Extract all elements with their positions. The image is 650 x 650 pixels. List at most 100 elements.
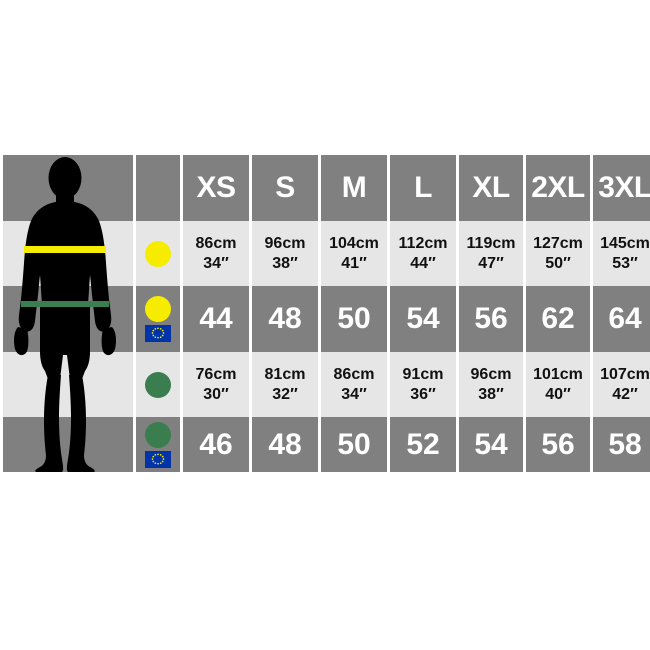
icon-cell-waist-eu bbox=[136, 417, 180, 472]
value-cm: 76cm bbox=[195, 365, 237, 383]
value-cm: 145cm bbox=[600, 234, 650, 252]
cell-chest-eu-xs: 44 bbox=[183, 286, 249, 352]
header-size-3xl: 3XL bbox=[593, 155, 650, 221]
value-cm: 96cm bbox=[264, 234, 306, 252]
eu-size-value: 62 bbox=[541, 302, 575, 335]
measurement-value: 96cm 38″ bbox=[459, 365, 523, 405]
value-cm: 86cm bbox=[333, 365, 375, 383]
header-size-l: L bbox=[390, 155, 456, 221]
value-inch: 34″ bbox=[341, 385, 367, 403]
value-inch: 38″ bbox=[272, 254, 298, 272]
cell-waist-eu-s: 48 bbox=[252, 417, 318, 472]
figure-cell-waist-cm bbox=[3, 352, 133, 417]
cell-chest-eu-l: 54 bbox=[390, 286, 456, 352]
figure-cell-chest-eu bbox=[3, 286, 133, 352]
cell-waist-cm-xs: 76cm 30″ bbox=[183, 352, 249, 417]
header-size-2xl: 2XL bbox=[526, 155, 590, 221]
size-label: 2XL bbox=[531, 171, 585, 204]
cell-chest-cm-3xl: 145cm 53″ bbox=[593, 221, 650, 286]
value-inch: 44″ bbox=[410, 254, 436, 272]
measurement-value: 91cm 36″ bbox=[390, 365, 456, 405]
cell-chest-eu-s: 48 bbox=[252, 286, 318, 352]
icon-cell-waist-cm bbox=[136, 352, 180, 417]
eu-size-value: 64 bbox=[608, 302, 642, 335]
size-label: L bbox=[414, 171, 432, 204]
measurement-value: 127cm 50″ bbox=[526, 234, 590, 274]
value-cm: 91cm bbox=[402, 365, 444, 383]
measurement-value: 96cm 38″ bbox=[252, 234, 318, 274]
eu-size-value: 50 bbox=[337, 427, 371, 461]
value-inch: 30″ bbox=[203, 385, 229, 403]
cell-waist-cm-2xl: 101cm 40″ bbox=[526, 352, 590, 417]
size-label: S bbox=[275, 171, 295, 204]
cell-chest-eu-2xl: 62 bbox=[526, 286, 590, 352]
cell-waist-cm-s: 81cm 32″ bbox=[252, 352, 318, 417]
table-row-waist-cm: 76cm 30″ 81cm 32″ 86cm 34″ 91cm 36 bbox=[3, 352, 650, 417]
cell-waist-cm-xl: 96cm 38″ bbox=[459, 352, 523, 417]
value-cm: 104cm bbox=[329, 234, 379, 252]
value-cm: 101cm bbox=[533, 365, 583, 383]
value-inch: 38″ bbox=[478, 385, 504, 403]
table-header-row: XS S M L XL 2XL 3XL bbox=[3, 155, 650, 221]
eu-size-value: 48 bbox=[268, 427, 302, 461]
value-inch: 42″ bbox=[612, 385, 638, 403]
eu-size-value: 50 bbox=[337, 302, 371, 335]
value-cm: 107cm bbox=[600, 365, 650, 383]
cell-chest-eu-m: 50 bbox=[321, 286, 387, 352]
eu-flag-icon bbox=[145, 325, 171, 342]
value-cm: 96cm bbox=[470, 365, 512, 383]
measurement-value: 81cm 32″ bbox=[252, 365, 318, 405]
green-circle-icon bbox=[145, 421, 171, 448]
cell-waist-eu-3xl: 58 bbox=[593, 417, 650, 472]
value-inch: 53″ bbox=[612, 254, 638, 272]
eu-flag-icon bbox=[145, 450, 171, 468]
cell-chest-cm-s: 96cm 38″ bbox=[252, 221, 318, 286]
eu-size-value: 48 bbox=[268, 302, 302, 335]
value-inch: 34″ bbox=[203, 254, 229, 272]
yellow-circle-icon bbox=[145, 240, 171, 267]
size-label: 3XL bbox=[598, 171, 650, 204]
value-cm: 81cm bbox=[264, 365, 306, 383]
value-cm: 112cm bbox=[398, 234, 448, 252]
measurement-value: 112cm 44″ bbox=[390, 234, 456, 274]
value-inch: 40″ bbox=[545, 385, 571, 403]
cell-waist-cm-l: 91cm 36″ bbox=[390, 352, 456, 417]
cell-chest-eu-xl: 56 bbox=[459, 286, 523, 352]
cell-chest-cm-2xl: 127cm 50″ bbox=[526, 221, 590, 286]
measurement-value: 86cm 34″ bbox=[321, 365, 387, 405]
cell-chest-cm-m: 104cm 41″ bbox=[321, 221, 387, 286]
header-size-m: M bbox=[321, 155, 387, 221]
eu-size-value: 52 bbox=[406, 427, 440, 461]
yellow-circle-icon bbox=[145, 296, 171, 322]
size-label: XS bbox=[196, 171, 236, 204]
table-row-waist-eu: 46 48 50 52 54 56 58 bbox=[3, 417, 650, 472]
size-chart-table: XS S M L XL 2XL 3XL bbox=[0, 155, 650, 472]
green-circle-icon bbox=[145, 371, 171, 398]
figure-cell-waist-eu bbox=[3, 417, 133, 472]
eu-size-value: 54 bbox=[406, 302, 440, 335]
size-chart: XS S M L XL 2XL 3XL bbox=[0, 155, 650, 472]
cell-chest-cm-xl: 119cm 47″ bbox=[459, 221, 523, 286]
header-size-s: S bbox=[252, 155, 318, 221]
measurement-value: 76cm 30″ bbox=[183, 365, 249, 405]
value-cm: 119cm bbox=[466, 234, 516, 252]
cell-waist-eu-xs: 46 bbox=[183, 417, 249, 472]
table-row-chest-cm: 86cm 34″ 96cm 38″ 104cm 41″ 112cm bbox=[3, 221, 650, 286]
cell-waist-eu-l: 52 bbox=[390, 417, 456, 472]
cell-waist-eu-m: 50 bbox=[321, 417, 387, 472]
eu-size-value: 54 bbox=[474, 427, 508, 461]
measurement-value: 86cm 34″ bbox=[183, 234, 249, 274]
figure-cell-header bbox=[3, 155, 133, 221]
value-inch: 47″ bbox=[478, 254, 504, 272]
eu-size-value: 44 bbox=[199, 302, 233, 335]
value-inch: 32″ bbox=[272, 385, 298, 403]
measurement-value: 119cm 47″ bbox=[459, 234, 523, 274]
cell-chest-cm-xs: 86cm 34″ bbox=[183, 221, 249, 286]
eu-size-value: 46 bbox=[199, 427, 233, 461]
cell-chest-cm-l: 112cm 44″ bbox=[390, 221, 456, 286]
eu-size-value: 56 bbox=[541, 427, 575, 461]
table-row-chest-eu: 44 48 50 54 56 62 64 bbox=[3, 286, 650, 352]
value-inch: 36″ bbox=[410, 385, 436, 403]
icon-cell-chest-cm bbox=[136, 221, 180, 286]
measurement-value: 107cm 42″ bbox=[593, 365, 650, 405]
